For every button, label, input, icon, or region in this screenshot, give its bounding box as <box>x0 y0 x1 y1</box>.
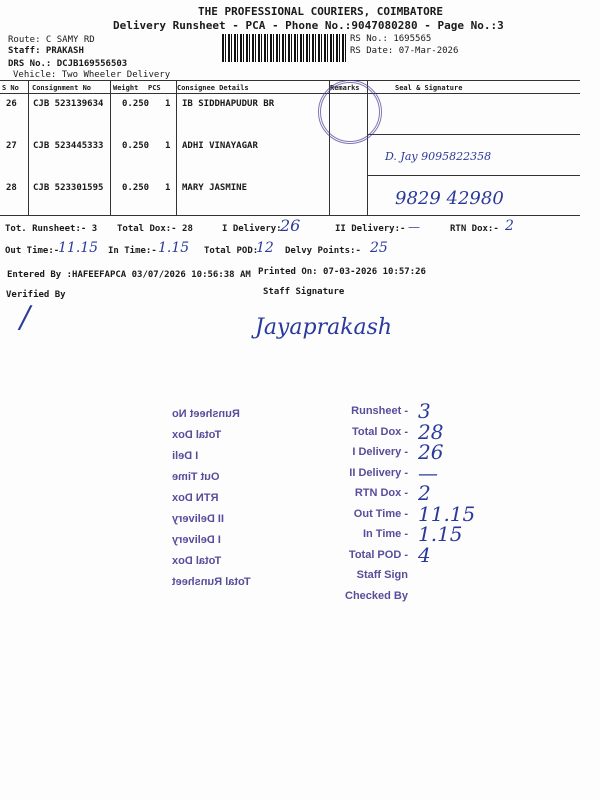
stamp-label: Checked By <box>345 589 408 602</box>
delvy-points-value: 25 <box>370 240 388 256</box>
stamp-handwritten-value: 4 <box>418 542 431 567</box>
row-weight: 0.250 <box>122 99 150 109</box>
row-consignment: CJB 523445333 <box>33 141 104 151</box>
row-consignee: IB SIDDHAPUDUR BR <box>182 99 275 109</box>
printed-on: Printed On: 07-03-2026 10:57:26 <box>258 267 426 277</box>
row-sno: 28 <box>6 183 17 193</box>
stamp-label: Staff Sign <box>356 569 408 581</box>
col-seal: Seal & Signature <box>395 84 463 92</box>
staff-handwritten-signature: Jayaprakash <box>255 315 393 340</box>
row-sno: 27 <box>6 141 17 151</box>
row-consignment: CJB 523301595 <box>33 183 104 193</box>
vehicle: Vehicle: Two Wheeler Delivery <box>13 70 171 80</box>
col-pcs: PCS <box>148 84 161 92</box>
total-pod-label: Total POD: <box>204 246 259 256</box>
stamp-handwritten-value: 1.15 <box>418 522 463 546</box>
verifier-signature: / <box>20 300 31 335</box>
row-pcs: 1 <box>165 141 171 151</box>
bank-seal-stamp <box>318 80 382 144</box>
mirrored-stamp-label: Runsheet No <box>172 408 240 420</box>
total-dox: Total Dox:- 28 <box>117 224 193 234</box>
row-weight: 0.250 <box>122 183 150 193</box>
mirrored-stamp-label: Total Runsheet <box>172 576 251 588</box>
stamp-handwritten-value: — <box>418 460 438 485</box>
staff-signature-label: Staff Signature <box>263 287 345 297</box>
row-signature: D. Jay 9095822358 <box>385 150 492 163</box>
col-sno: S No <box>2 84 19 92</box>
row-consignment: CJB 523139634 <box>33 99 104 109</box>
row-consignee: ADHI VINAYAGAR <box>182 141 258 151</box>
mirrored-stamp-label: RTN Dox <box>172 492 219 504</box>
col-consignee: Consignee Details <box>177 84 249 92</box>
mirrored-stamp-label: II Delivery <box>172 513 224 525</box>
tot-runsheet: Tot. Runsheet:- 3 <box>5 224 98 234</box>
stamp-handwritten-value: 11.15 <box>418 501 476 526</box>
i-delivery-label: I Delivery: <box>222 224 282 234</box>
verified-by: Verified By <box>6 290 66 300</box>
row-pcs: 1 <box>165 99 171 109</box>
ii-delivery-label: II Delivery:- <box>335 224 406 234</box>
stamp-label: Total POD - <box>348 548 408 561</box>
col-weight: Weight <box>113 84 139 92</box>
delvy-points-label: Delvy Points:- <box>285 246 361 256</box>
stamp-handwritten-value: 26 <box>418 440 444 464</box>
out-time-label: Out Time:- <box>5 246 60 256</box>
total-pod-value: 12 <box>256 240 274 256</box>
stamp-label: Runsheet - <box>351 405 408 417</box>
rs-no: RS No.: 1695565 <box>350 34 432 44</box>
stamp-handwritten-value: 28 <box>418 419 444 444</box>
rtn-dox-label: RTN Dox:- <box>450 224 499 234</box>
company-title: THE PROFESSIONAL COURIERS, COIMBATORE <box>198 5 444 18</box>
stamp-label: In Time - <box>362 528 408 540</box>
entered-by: Entered By :HAFEEFAPCA 03/07/2026 10:56:… <box>7 270 251 280</box>
in-time-value: 1.15 <box>158 240 190 256</box>
stamp-label: II Delivery - <box>349 466 408 479</box>
staff: Staff: PRAKASH <box>8 46 84 56</box>
mirrored-stamp-label: Total Dox <box>172 429 222 441</box>
mirrored-stamp-label: Total Dox <box>172 555 222 567</box>
stamp-handwritten-value: 2 <box>418 481 431 505</box>
stamp-label: RTN Dox - <box>354 487 408 499</box>
stamp-label: Total Dox - <box>351 425 408 438</box>
row-signature: 9829 42980 <box>395 188 504 209</box>
out-time-value: 11.15 <box>58 240 99 256</box>
mirrored-stamp-label: I Deli <box>172 450 199 462</box>
runsheet-subtitle: Delivery Runsheet - PCA - Phone No.:9047… <box>113 19 504 32</box>
stamp-handwritten-value: 3 <box>418 399 431 423</box>
stamp-label: Out Time - <box>353 507 408 520</box>
row-pcs: 1 <box>165 183 171 193</box>
ii-delivery-value: — <box>408 220 420 234</box>
drs-no: DRS No.: DCJB169556503 <box>8 59 128 69</box>
barcode <box>222 34 347 62</box>
col-consignment: Consignment No <box>32 84 92 92</box>
row-weight: 0.250 <box>122 141 150 151</box>
mirrored-stamp-label: Out Time <box>172 471 220 483</box>
i-delivery-value: 26 <box>280 216 301 235</box>
rtn-dox-value: 2 <box>505 218 514 234</box>
route: Route: C SAMY RD <box>8 35 95 45</box>
rs-date: RS Date: 07-Mar-2026 <box>350 46 459 56</box>
stamp-label: I Delivery - <box>352 446 408 458</box>
row-sno: 26 <box>6 99 17 109</box>
mirrored-stamp-label: I Delivery <box>172 534 221 546</box>
row-consignee: MARY JASMINE <box>182 183 248 193</box>
in-time-label: In Time:- <box>108 246 157 256</box>
